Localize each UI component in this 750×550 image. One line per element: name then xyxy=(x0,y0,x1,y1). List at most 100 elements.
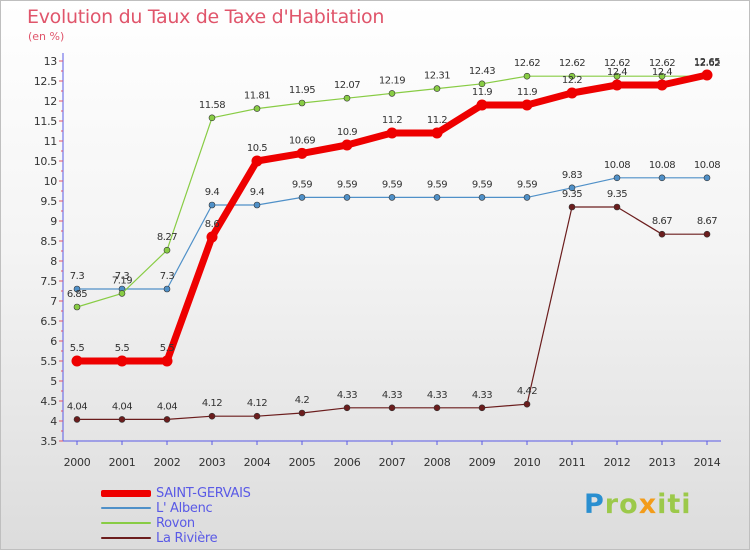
x-tick-label: 2010 xyxy=(514,456,541,469)
data-label: 11.9 xyxy=(472,87,492,98)
y-tick-label: 10 xyxy=(44,175,58,188)
series-point-2 xyxy=(658,72,666,80)
series-point-1 xyxy=(613,174,621,182)
y-tick-label: 9.5 xyxy=(40,195,57,208)
series-point-2 xyxy=(163,246,171,254)
series-point-2 xyxy=(253,105,261,112)
series-point-2 xyxy=(523,72,531,80)
data-label: 9.4 xyxy=(250,187,265,198)
series-point-2 xyxy=(298,99,306,107)
series-point-3 xyxy=(73,416,81,423)
data-label: 9.59 xyxy=(472,179,492,190)
series-point-0 xyxy=(71,355,83,367)
data-label: 12.62 xyxy=(604,58,630,69)
x-tick-label: 2008 xyxy=(424,456,451,469)
data-label: 7.3 xyxy=(115,271,130,282)
data-label: 11.9 xyxy=(517,87,537,98)
series-point-1 xyxy=(658,174,666,182)
series-point-3 xyxy=(433,404,441,412)
series-point-3 xyxy=(523,400,531,408)
data-label: 5.5 xyxy=(70,343,85,354)
data-label: 11.95 xyxy=(289,85,315,96)
data-label: 9.83 xyxy=(562,170,582,181)
series-point-0 xyxy=(161,355,173,367)
data-label: 7.19 xyxy=(112,275,132,286)
series-point-1 xyxy=(388,194,396,201)
proxiti-logo: Proxiti xyxy=(584,489,692,520)
logo-letter: o xyxy=(619,489,639,520)
x-tick-label: 2014 xyxy=(694,456,721,469)
y-tick-label: 9 xyxy=(50,215,57,228)
y-tick-label: 4.5 xyxy=(40,395,57,408)
logo-letter: P xyxy=(584,489,605,520)
x-tick-label: 2005 xyxy=(289,456,316,469)
series-point-0 xyxy=(566,87,578,99)
data-label: 5.5 xyxy=(115,343,130,354)
y-tick-label: 7 xyxy=(50,295,57,308)
data-label: 11.81 xyxy=(244,91,270,102)
series-point-1 xyxy=(253,201,261,209)
data-label: 9.59 xyxy=(427,179,447,190)
y-tick-label: 5 xyxy=(50,375,57,388)
data-label: 8.67 xyxy=(697,216,717,227)
logo-letter: r xyxy=(604,489,620,520)
y-tick-label: 4 xyxy=(50,415,57,428)
series-point-1 xyxy=(298,194,306,201)
x-tick-label: 2006 xyxy=(334,456,361,469)
series-point-3 xyxy=(703,230,711,238)
data-label: 4.33 xyxy=(382,390,402,401)
x-tick-label: 2011 xyxy=(559,456,586,469)
series-point-0 xyxy=(386,127,398,139)
series-point-2 xyxy=(73,303,81,311)
series-point-0 xyxy=(701,69,713,81)
x-tick-label: 2000 xyxy=(64,456,91,469)
series-point-3 xyxy=(208,412,216,420)
series-point-1 xyxy=(208,201,216,209)
series-point-1 xyxy=(568,184,576,192)
data-label: 12.62 xyxy=(649,58,675,69)
y-tick-label: 7.5 xyxy=(40,275,57,288)
legend-swatch xyxy=(101,537,151,539)
data-label: 10.9 xyxy=(337,127,357,138)
series-point-2 xyxy=(118,290,126,297)
series-point-0 xyxy=(656,79,668,91)
data-label: 12.4 xyxy=(607,67,627,78)
data-label: 9.59 xyxy=(382,179,402,190)
series-point-1 xyxy=(523,194,531,201)
data-label: 4.12 xyxy=(202,398,222,409)
legend-label: La Rivière xyxy=(156,531,218,546)
series-point-2 xyxy=(478,80,486,88)
series-point-3 xyxy=(658,230,666,238)
y-tick-label: 11.5 xyxy=(34,115,58,128)
data-label: 12.62 xyxy=(694,58,720,69)
data-label: 12.62 xyxy=(514,58,540,69)
y-tick-label: 3.5 xyxy=(40,435,57,448)
data-label: 4.42 xyxy=(517,386,537,397)
series-point-0 xyxy=(116,355,128,367)
y-tick-label: 10.5 xyxy=(34,155,58,168)
series-point-1 xyxy=(163,285,171,293)
series-point-3 xyxy=(613,203,621,211)
series-point-0 xyxy=(476,99,488,111)
data-label: 4.33 xyxy=(337,390,357,401)
x-tick-label: 2013 xyxy=(649,456,676,469)
legend-swatch xyxy=(101,522,151,524)
data-label: 11.58 xyxy=(199,100,225,111)
x-tick-label: 2009 xyxy=(469,456,496,469)
data-label: 12.4 xyxy=(652,67,672,78)
legend-label: L' Albenc xyxy=(156,501,213,516)
series-point-3 xyxy=(163,416,171,423)
data-label: 7.3 xyxy=(70,271,85,282)
data-label: 7.3 xyxy=(160,271,175,282)
data-label: 4.04 xyxy=(157,401,177,412)
data-label: 8.6 xyxy=(205,219,220,230)
data-label: 9.35 xyxy=(607,189,627,200)
data-label: 11.2 xyxy=(382,115,402,126)
data-label: 9.4 xyxy=(205,187,220,198)
logo-letter: t xyxy=(667,489,682,520)
data-label: 10.08 xyxy=(604,160,630,171)
data-label: 12.31 xyxy=(424,71,450,82)
logo-letter: i xyxy=(681,489,692,520)
legend-label: Rovon xyxy=(156,516,195,531)
